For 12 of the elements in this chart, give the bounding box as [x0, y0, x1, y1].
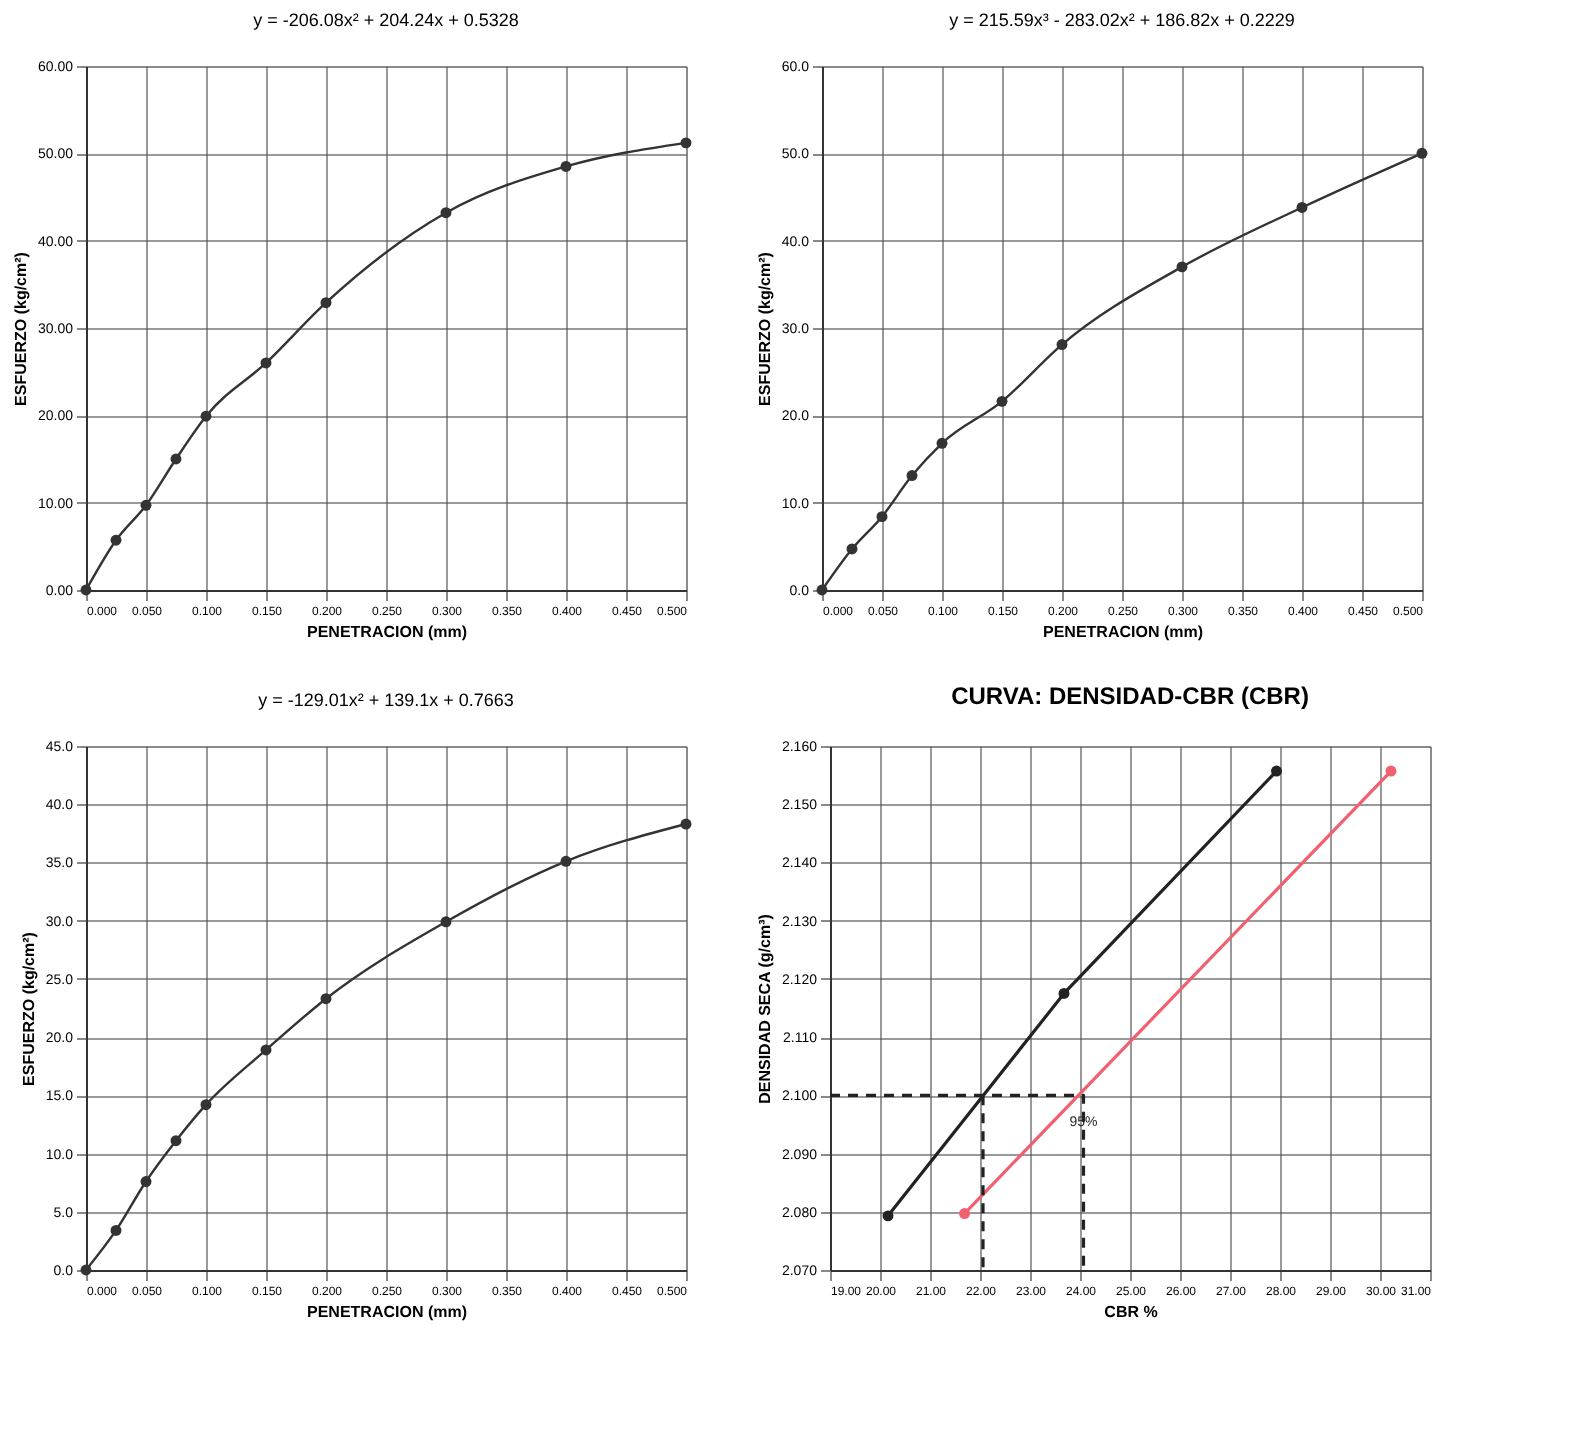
- x-axis-title: PENETRACION (mm): [306, 1303, 468, 1321]
- x-axis-title: PENETRACION (mm): [1042, 623, 1204, 641]
- x-axis-title: CBR %: [1104, 1303, 1158, 1321]
- chart-title: y = -129.01x² + 139.1x + 0.7663: [258, 690, 514, 710]
- chart-title: y = -206.08x² + 204.24x + 0.5328: [253, 10, 519, 30]
- x-axis-title: PENETRACION (mm): [306, 623, 468, 641]
- y-axis-title: ESFUERZO (kg/cm²): [11, 251, 30, 406]
- y-axis-title: DENSIDAD SECA (g/cm³): [755, 913, 774, 1104]
- chart-title: y = 215.59x³ - 283.02x² + 186.82x + 0.2229: [949, 10, 1295, 30]
- chart-title: CURVA: DENSIDAD-CBR (CBR): [951, 682, 1309, 710]
- y-axis-title: ESFUERZO (kg/cm²): [755, 251, 774, 406]
- y-axis-title: ESFUERZO (kg/cm²): [19, 931, 38, 1086]
